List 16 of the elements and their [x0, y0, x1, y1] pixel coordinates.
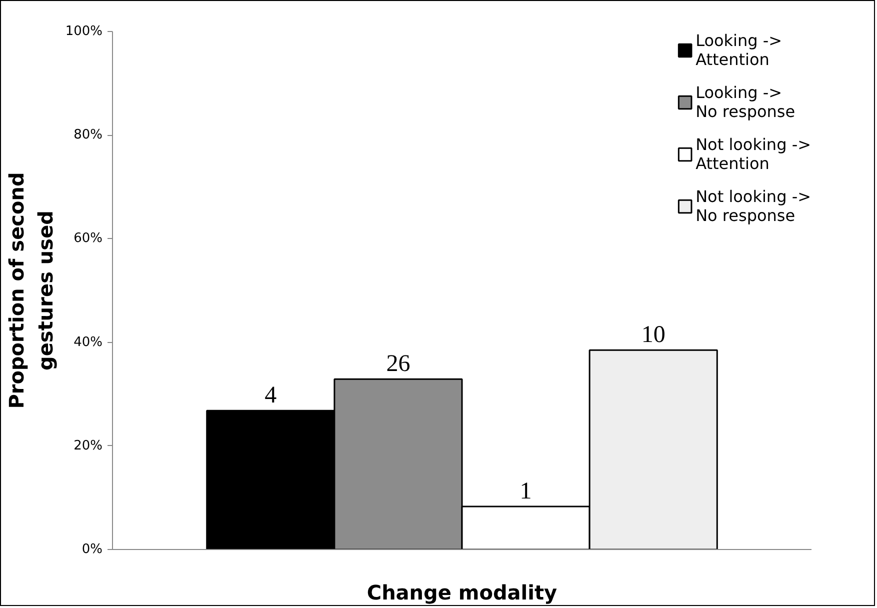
- annotation: 1: [520, 478, 532, 505]
- y-tick-label: 0%: [82, 542, 102, 557]
- legend-label: Not looking -> Attention: [696, 135, 811, 173]
- annotation: 26: [386, 351, 410, 378]
- legend-label: Not looking -> No response: [696, 187, 811, 225]
- x-axis-title: Change modality: [366, 580, 558, 604]
- y-tick-label: 40%: [74, 334, 103, 350]
- y-axis-title: Proportion of second gestures used: [4, 172, 58, 409]
- y-tick-label: 100%: [65, 24, 103, 39]
- y-tick-label: 60%: [74, 231, 103, 246]
- annotation: 10: [641, 322, 666, 348]
- y-tick-label: 20%: [74, 438, 103, 454]
- y-tick-label: 80%: [74, 128, 103, 143]
- legend-label: Looking -> No response: [696, 83, 796, 121]
- annotation: 4: [264, 382, 277, 409]
- legend-label: Looking -> Attention: [696, 31, 782, 69]
